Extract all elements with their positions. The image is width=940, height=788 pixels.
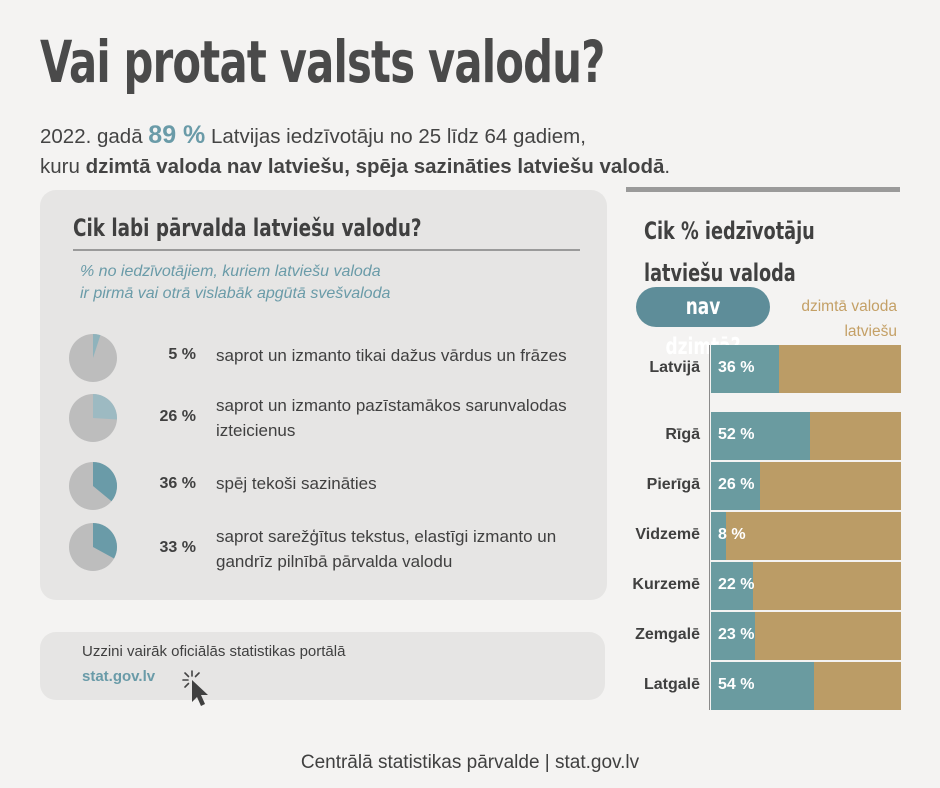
bar-value-label: 54 % xyxy=(718,676,755,693)
footer: Centrālā statistikas pārvalde | stat.gov… xyxy=(300,752,640,773)
bar-value xyxy=(711,512,727,560)
pie-chart-icon xyxy=(69,523,117,571)
pie-slice xyxy=(93,462,117,502)
bar-remainder: 36 % xyxy=(711,345,901,393)
proficiency-note: % no iedzīvotājiem, kuriem latviešu valo… xyxy=(80,261,580,305)
bar-value xyxy=(711,612,755,660)
note-line: % no iedzīvotājiem, kuriem latviešu valo… xyxy=(80,263,381,280)
bar-remainder: 52 % xyxy=(711,412,901,460)
bar-category-label: Zemgalē xyxy=(635,626,700,643)
legend-line: dzimtā valoda xyxy=(801,298,897,315)
proficiency-heading: Cik labi pārvalda latviešu valodu? xyxy=(73,214,422,242)
regions-heading-line: latviešu valoda xyxy=(644,259,796,287)
proficiency-percent: 5 % xyxy=(168,346,196,363)
regions-heading: Cik % iedzīvotāju latviešu valoda xyxy=(644,210,857,294)
bar-category-label: Vidzemē xyxy=(635,526,700,543)
legend-line: latviešu xyxy=(844,323,897,340)
bar-remainder: 8 % xyxy=(711,512,901,560)
bar-category-label: Latgalē xyxy=(643,676,700,693)
chart-axis xyxy=(709,345,710,710)
proficiency-description: saprot un izmanto pazīstamākos sarunvalo… xyxy=(216,396,567,440)
bar-category-label: Pierīgā xyxy=(646,476,700,493)
bar-value-label: 36 % xyxy=(718,359,755,376)
bar-value-label: 52 % xyxy=(718,426,755,443)
bar-remainder: 23 % xyxy=(711,612,901,660)
bar-value-label: 23 % xyxy=(718,626,755,643)
note-line: ir pirmā vai otrā vislabāk apgūtā svešva… xyxy=(80,285,391,302)
portal-link-box: Uzzini vairāk oficiālās statistikas port… xyxy=(40,632,605,706)
highlight-pill: nav dzimtā? xyxy=(636,287,770,360)
portal-link[interactable]: stat.gov.lv xyxy=(82,668,156,685)
bar-value xyxy=(711,562,753,610)
pie-chart-icon xyxy=(69,334,117,382)
page-title: Vai protat valsts valodu? xyxy=(40,28,605,96)
proficiency-description: saprot sarežģītus tekstus, elastīgi izma… xyxy=(216,527,557,571)
subtitle-text: 2022. gadā xyxy=(40,125,149,148)
bar-remainder: 22 % xyxy=(711,562,901,610)
bar-value xyxy=(711,462,761,510)
proficiency-description: saprot un izmanto tikai dažus vārdus un … xyxy=(216,346,567,365)
subtitle-bold: dzimtā valoda nav latviešu, spēja sazinā… xyxy=(85,155,665,178)
bar-category-label: Latvijā xyxy=(649,359,700,376)
portal-link-text: Uzzini vairāk oficiālās statistikas port… xyxy=(82,643,346,660)
bar-value-label: 8 % xyxy=(718,526,746,543)
divider xyxy=(73,249,580,251)
bar-category-label: Rīgā xyxy=(665,426,700,443)
bar-remainder: 54 % xyxy=(711,662,901,710)
bar-category-label: Kurzemē xyxy=(632,576,700,593)
highlight-percent: 89 % xyxy=(148,121,206,149)
bar-value-label: 22 % xyxy=(718,576,755,593)
bar-value xyxy=(711,345,780,393)
pie-chart-icon xyxy=(69,394,117,442)
subtitle: 2022. gadā 89 % Latvijas iedzīvotāju no … xyxy=(40,120,780,182)
proficiency-description: spēj tekoši sazināties xyxy=(216,474,377,493)
bar-value-label: 26 % xyxy=(718,476,755,493)
pie-slice xyxy=(93,334,101,358)
click-cursor-icon xyxy=(182,670,208,706)
subtitle-text: . xyxy=(664,155,671,178)
bar-value xyxy=(711,412,810,460)
top-divider xyxy=(626,187,900,192)
bar-remainder: 26 % xyxy=(711,462,901,510)
bar-value xyxy=(711,662,814,710)
pie-slice xyxy=(93,394,117,420)
regions-heading-line: Cik % iedzīvotāju xyxy=(644,217,815,245)
proficiency-panel: Cik labi pārvalda latviešu valodu? % no … xyxy=(40,190,607,600)
pie-chart-icon xyxy=(69,462,117,510)
proficiency-percent: 36 % xyxy=(159,475,196,492)
proficiency-percent: 26 % xyxy=(159,408,196,425)
legend: dzimtā valoda latviešu xyxy=(757,294,897,344)
proficiency-percent: 33 % xyxy=(159,539,196,556)
subtitle-text: kuru xyxy=(40,155,86,178)
subtitle-text: Latvijas iedzīvotāju no 25 līdz 64 gadie… xyxy=(205,125,586,148)
pie-slice xyxy=(93,523,117,559)
